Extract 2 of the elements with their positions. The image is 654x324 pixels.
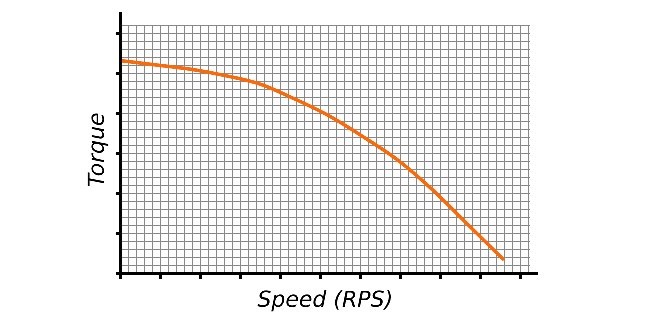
x-axis-title: Speed (RPS) xyxy=(258,288,394,313)
y-axis-title: Torque xyxy=(85,112,110,188)
